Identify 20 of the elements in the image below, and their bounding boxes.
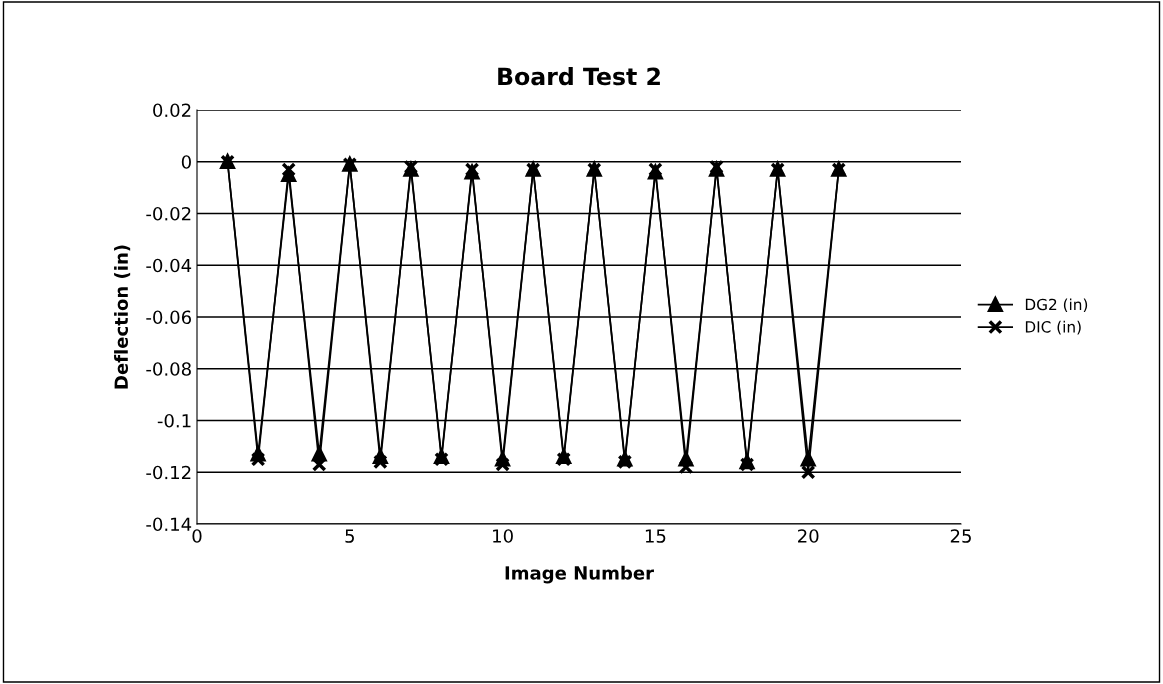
legend-label: DIC (in) (1025, 320, 1081, 335)
x-axis-title: Image Number (505, 565, 654, 584)
y-tick-label: -0.08 (146, 362, 191, 376)
x-tick-label: 25 (950, 529, 971, 543)
y-tick-label: -0.06 (146, 310, 191, 325)
y-tick-label: -0.1 (157, 413, 191, 428)
x-tick-label: 0 (192, 529, 202, 543)
x-tick-label: 10 (493, 529, 513, 543)
y-tick-label: -0.04 (146, 258, 192, 273)
y-tick-label: 0 (181, 155, 191, 169)
chart-title: Board Test 2 (498, 67, 660, 86)
x-tick-label: 20 (798, 529, 819, 543)
y-tick-label: -0.12 (146, 465, 191, 480)
x-tick-label: 5 (345, 529, 354, 543)
y-tick-label: -0.02 (146, 206, 191, 221)
y-tick-label: 0.02 (153, 103, 191, 118)
y-axis-title: Deflection (in) (114, 245, 131, 389)
y-tick-label: -0.14 (146, 517, 192, 532)
legend-label: DG2 (in) (1025, 298, 1088, 313)
x-tick-label: 15 (645, 529, 666, 543)
